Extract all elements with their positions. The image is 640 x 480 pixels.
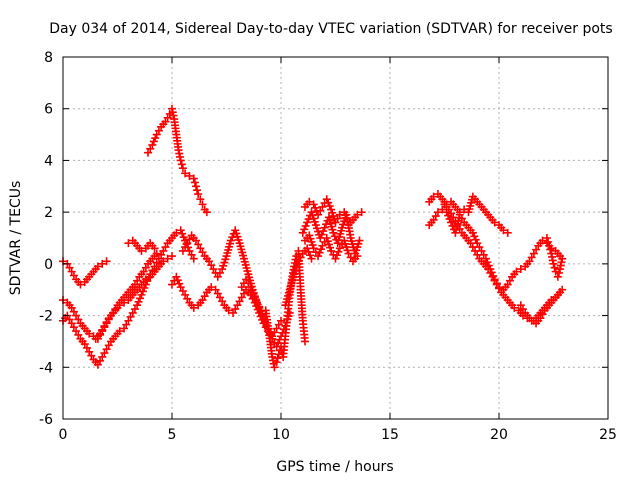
- data-point: [98, 259, 107, 268]
- data-point-fill: [544, 237, 553, 246]
- data-point: [191, 182, 200, 191]
- data-point: [181, 169, 190, 178]
- x-tick-label: 20: [490, 427, 508, 443]
- data-point: [159, 257, 168, 266]
- data-point-fill: [177, 160, 186, 169]
- data-point: [163, 254, 172, 263]
- data-point: [202, 208, 211, 217]
- chart-title: Day 034 of 2014, Sidereal Day-to-day VTE…: [49, 21, 612, 37]
- data-point-fill: [193, 186, 202, 195]
- data-point: [207, 283, 216, 292]
- data-point: [178, 164, 187, 173]
- data-point: [553, 272, 562, 281]
- data-point-fill: [190, 178, 199, 187]
- data-point: [102, 257, 111, 266]
- y-axis-label: SDTVAR / TECUs: [8, 181, 24, 296]
- x-tick-label: 0: [59, 427, 68, 443]
- data-point: [189, 303, 198, 312]
- data-point-fill: [550, 263, 559, 272]
- x-tick-label: 15: [381, 427, 399, 443]
- x-tick-label: 25: [599, 427, 617, 443]
- data-point: [556, 288, 565, 297]
- data-point: [137, 246, 146, 255]
- x-tick-label: 5: [168, 427, 177, 443]
- data-point: [196, 195, 205, 204]
- y-tick-label: 2: [44, 205, 53, 221]
- data-point: [76, 280, 85, 289]
- data-point: [516, 265, 525, 274]
- data-point: [307, 254, 316, 263]
- data-point: [547, 296, 556, 305]
- data-point: [189, 254, 198, 263]
- y-tick-label: 6: [44, 102, 53, 118]
- data-point: [355, 236, 364, 245]
- data-point: [172, 228, 181, 237]
- data-point-fill: [554, 268, 563, 277]
- y-tick-label: -4: [39, 360, 53, 376]
- y-tick-label: -6: [39, 412, 53, 428]
- data-point: [150, 244, 159, 253]
- data-point: [357, 208, 366, 217]
- data-marks: [59, 104, 567, 372]
- data-point: [549, 259, 558, 268]
- data-point: [270, 363, 279, 372]
- data-point: [503, 228, 512, 237]
- data-point: [277, 316, 285, 325]
- data-point: [115, 327, 124, 336]
- data-point: [512, 267, 521, 276]
- data-point: [141, 275, 150, 284]
- data-point: [185, 171, 194, 180]
- y-tick-label: 8: [44, 50, 53, 66]
- data-point: [433, 208, 442, 217]
- y-tick-label: -2: [39, 309, 53, 325]
- data-point: [353, 252, 362, 261]
- data-point: [85, 329, 94, 338]
- data-point: [558, 254, 567, 263]
- data-point: [542, 234, 551, 242]
- data-point: [189, 174, 198, 183]
- data-point: [538, 236, 547, 245]
- x-axis-label: GPS time / hours: [276, 459, 393, 475]
- data-point: [353, 210, 362, 219]
- data-point: [305, 197, 314, 206]
- data-point: [490, 218, 499, 227]
- plot-frame: [62, 56, 609, 420]
- data-point-fill: [546, 245, 555, 254]
- data-point: [510, 303, 519, 312]
- x-tick-label: 10: [272, 427, 290, 443]
- data-point: [499, 226, 508, 235]
- data-point: [224, 306, 233, 315]
- data-point: [152, 249, 161, 258]
- y-tick-label: 4: [44, 153, 53, 169]
- data-point: [168, 252, 176, 261]
- data-point: [176, 156, 185, 165]
- data-point: [272, 358, 281, 367]
- data-point: [274, 350, 283, 359]
- y-axis-ticks: -6 -4 -2 0 2 4 6 8: [39, 50, 608, 428]
- y-tick-label: 0: [44, 257, 53, 273]
- data-point: [198, 200, 207, 209]
- data-point: [300, 337, 309, 346]
- data-point-fill: [273, 354, 282, 363]
- data-point: [194, 190, 203, 199]
- data-point: [93, 262, 102, 271]
- data-point: [545, 241, 554, 250]
- x-axis-ticks: 0 5 10 15 20 25: [59, 57, 617, 443]
